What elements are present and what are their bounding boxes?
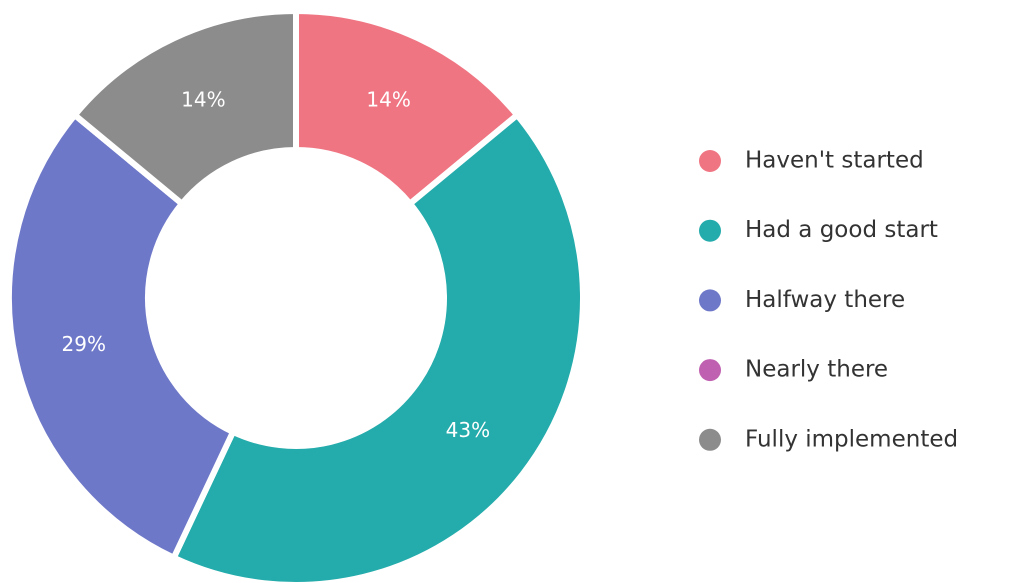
data-label: 14% (366, 88, 410, 112)
legend-label: Nearly there (745, 357, 888, 383)
legend-marker (699, 219, 721, 242)
legend-label: Fully implemented (745, 426, 958, 452)
donut-slice (293, 7, 522, 208)
legend-marker (699, 359, 721, 382)
legend-label: Had a good start (745, 217, 938, 243)
data-label: 43% (446, 418, 490, 442)
data-label: 14% (181, 88, 225, 112)
donut-slice (169, 110, 586, 583)
data-label: 29% (62, 332, 106, 356)
donut-slice (70, 7, 299, 208)
legend-marker (699, 428, 721, 451)
legend-marker (699, 150, 721, 172)
donut-slice (6, 110, 237, 562)
legend-marker (699, 289, 721, 312)
legend-label: Haven't started (745, 148, 924, 174)
legend-label: Halfway there (745, 287, 905, 313)
